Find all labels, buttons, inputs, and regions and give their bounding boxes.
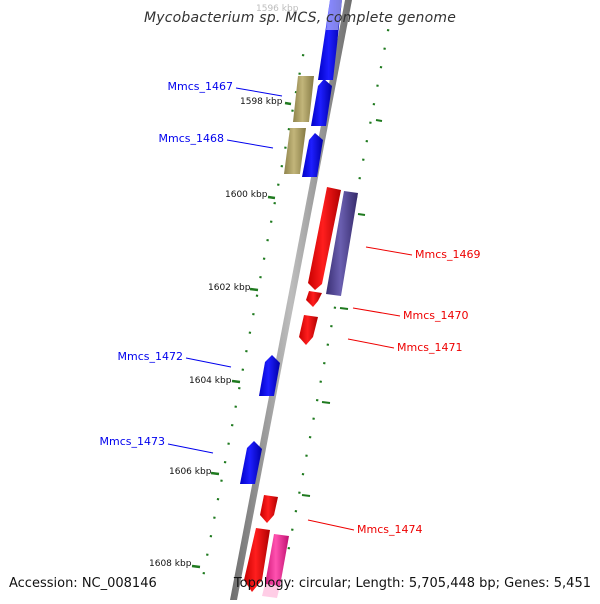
callout-line-mmcs-1467: [236, 88, 282, 96]
feature-glyph-khaki-2: [284, 128, 306, 174]
gene-glyph-mmcs-1468[interactable]: [302, 133, 323, 177]
accession-text: Accession: NC_008146: [9, 576, 157, 591]
gene-label-mmcs-1467[interactable]: Mmcs_1467: [168, 80, 233, 93]
tick-label-1604: 1604 kbp: [189, 376, 232, 386]
page-title: Mycobacterium sp. MCS, complete genome: [0, 10, 600, 26]
gene-label-mmcs-1474[interactable]: Mmcs_1474: [357, 523, 422, 536]
callout-line-mmcs-1472: [186, 358, 231, 367]
tick-right-3: [340, 308, 348, 309]
tick-1604: [232, 381, 240, 382]
callout-line-mmcs-1473: [168, 444, 213, 453]
gene-glyph-mmcs-1470[interactable]: [306, 291, 322, 307]
tick-label-1608: 1608 kbp: [149, 559, 192, 569]
tick-label-1602: 1602 kbp: [208, 283, 251, 293]
gene-label-mmcs-1472[interactable]: Mmcs_1472: [118, 350, 183, 363]
tick-1606: [211, 473, 219, 474]
topology-text: Topology: circular; Length: 5,705,448 bp…: [234, 576, 591, 591]
gene-label-mmcs-1471[interactable]: Mmcs_1471: [397, 341, 462, 354]
tick-1600: [268, 197, 275, 198]
gene-label-mmcs-1470[interactable]: Mmcs_1470: [403, 309, 468, 322]
callout-line-mmcs-1470: [353, 308, 400, 316]
gene-label-mmcs-1468[interactable]: Mmcs_1468: [159, 132, 224, 145]
tick-right-4: [322, 402, 330, 403]
callout-line-mmcs-1474: [308, 520, 354, 530]
callout-line-mmcs-1468: [227, 140, 273, 148]
tick-right-2: [358, 214, 365, 215]
tick-1602: [250, 289, 258, 290]
feature-glyph-khaki-1: [293, 76, 314, 122]
tick-label-1606: 1606 kbp: [169, 467, 212, 477]
gene-label-mmcs-1473[interactable]: Mmcs_1473: [100, 435, 165, 448]
tick-1608: [192, 566, 200, 567]
tick-right-5: [302, 495, 310, 496]
gene-label-mmcs-1469[interactable]: Mmcs_1469: [415, 248, 480, 261]
gene-glyph-mmcs-1471[interactable]: [299, 315, 318, 345]
tick-right-1: [376, 120, 382, 121]
callout-line-mmcs-1471: [348, 339, 394, 348]
gene-track: [240, 0, 358, 598]
tick-1598: [285, 103, 291, 104]
gene-glyph-mmcs-1474[interactable]: [260, 495, 278, 523]
callout-line-mmcs-1469: [366, 247, 412, 255]
tick-label-1598: 1598 kbp: [240, 97, 283, 107]
tick-label-1600: 1600 kbp: [225, 190, 268, 200]
